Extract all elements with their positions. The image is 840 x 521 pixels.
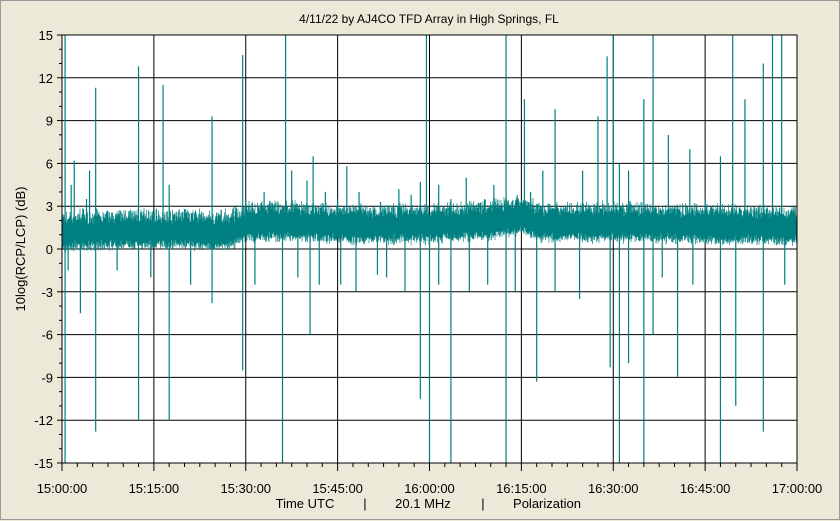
x-axis-label-separator: | <box>363 496 366 511</box>
y-tick-label: 15 <box>39 28 53 43</box>
x-axis-label-frequency: 20.1 MHz <box>395 496 451 511</box>
x-axis-label-mode: Polarization <box>513 496 581 511</box>
x-axis-label: Time UTC | 20.1 MHz | Polarization <box>276 496 581 511</box>
x-tick-label: 15:30:00 <box>220 481 271 496</box>
x-tick-label: 16:30:00 <box>588 481 639 496</box>
x-tick-label: 16:00:00 <box>404 481 455 496</box>
y-axis-label: 10log(RCP/LCP) (dB) <box>13 187 28 312</box>
x-tick-label: 16:45:00 <box>680 481 731 496</box>
y-tick-label: -15 <box>34 456 53 471</box>
x-tick-label: 16:15:00 <box>496 481 547 496</box>
x-axis-label-separator: | <box>481 496 484 511</box>
gridlines <box>62 35 797 463</box>
y-tick-label: 6 <box>46 156 53 171</box>
series-polarization <box>61 35 798 463</box>
x-axis-label-time: Time UTC <box>276 496 335 511</box>
y-tick-label: 0 <box>46 242 53 257</box>
x-tick-label: 17:00:00 <box>772 481 823 496</box>
y-tick-label: -6 <box>41 328 53 343</box>
y-tick-label: -9 <box>41 370 53 385</box>
y-tick-label: 12 <box>39 71 53 86</box>
y-tick-label: 3 <box>46 199 53 214</box>
y-tick-label: -12 <box>34 413 53 428</box>
x-tick-label: 15:00:00 <box>37 481 88 496</box>
y-tick-label: 9 <box>46 114 53 129</box>
x-axis: 15:00:00 15:15:00 15:30:00 15:45:00 16:00:00… <box>37 463 823 496</box>
chart-title: 4/11/22 by AJ4CO TFD Array in High Sprin… <box>299 12 559 26</box>
x-tick-label: 15:45:00 <box>312 481 363 496</box>
y-axis: 15 12 9 6 3 0 -3 -6 -9 -12 -15 <box>34 28 62 471</box>
y-tick-label: -3 <box>41 285 53 300</box>
x-tick-label: 15:15:00 <box>129 481 180 496</box>
